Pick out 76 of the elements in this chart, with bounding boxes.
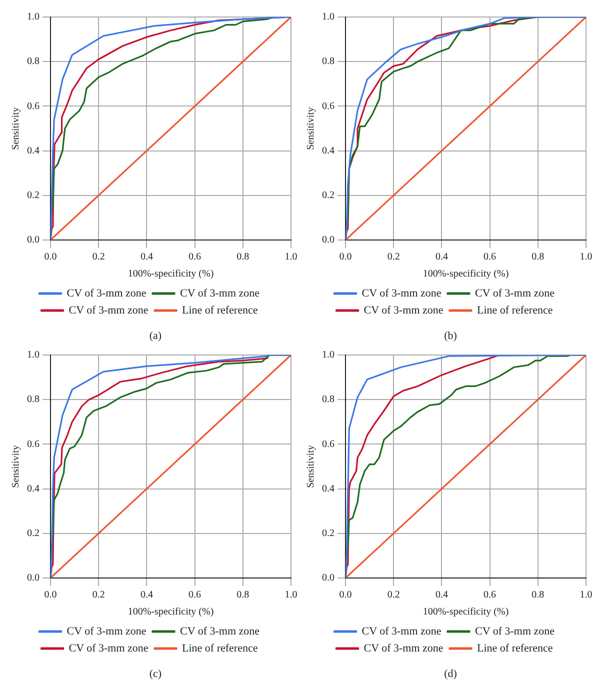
y-tick-label: 0.0 <box>27 234 40 246</box>
y-tick-label: 0.4 <box>322 483 334 494</box>
x-axis-title: 100%-specificity (%) <box>128 268 214 280</box>
x-tick-label: 0.2 <box>387 590 400 601</box>
legend-label: CV of 3-mm zone <box>66 287 146 300</box>
legend-label: CV of 3-mm zone <box>362 625 442 638</box>
x-tick-label: 0.8 <box>236 590 250 601</box>
legend-label: CV of 3-mm zone <box>68 304 148 316</box>
y-tick-label: 0.8 <box>322 394 334 406</box>
x-tick-label: 1.0 <box>580 590 592 601</box>
y-axis-title: Sensitivity <box>306 445 317 488</box>
y-axis-title: Sensitivity <box>10 107 22 150</box>
y-tick-label: 0.8 <box>27 394 40 406</box>
x-axis-title: 100%-specificity (%) <box>422 268 509 280</box>
y-tick-label: 1.0 <box>27 350 40 361</box>
legend-label: CV of 3-mm zone <box>364 642 444 654</box>
x-tick-label: 0.2 <box>92 590 105 601</box>
y-tick-label: 0.6 <box>27 100 40 112</box>
y-tick-label: 0.4 <box>27 483 40 494</box>
y-tick-label: 0.8 <box>322 56 334 68</box>
x-tick-label: 0.8 <box>532 252 544 263</box>
x-tick-label: 0.2 <box>92 252 105 263</box>
text: (b) <box>443 329 458 344</box>
x-tick-label: 0.4 <box>435 590 448 601</box>
y-tick-label: 0.2 <box>322 190 334 202</box>
y-tick-label: 0.6 <box>322 438 334 450</box>
x-tick-label: 0.0 <box>44 252 57 263</box>
x-tick-label: 1.0 <box>580 252 592 263</box>
y-axis-title: Sensitivity <box>10 445 22 488</box>
x-tick-label: 0.6 <box>188 252 202 263</box>
y-tick-label: 0.6 <box>322 100 334 112</box>
legend-label: Line of reference <box>182 304 258 316</box>
y-tick-label: 0.4 <box>27 145 40 156</box>
legend-label: CV of 3-mm zone <box>180 625 260 638</box>
x-axis-title: 100%-specificity (%) <box>422 606 509 618</box>
x-tick-label: 0.0 <box>339 252 352 263</box>
y-tick-label: 0.0 <box>27 572 40 584</box>
y-tick-label: 0.2 <box>27 528 40 540</box>
legend-label: CV of 3-mm zone <box>362 287 442 300</box>
y-tick-label: 1.0 <box>322 350 334 361</box>
legend-label: CV of 3-mm zone <box>66 625 146 638</box>
x-tick-label: 0.4 <box>140 590 153 601</box>
y-axis-title: Sensitivity <box>306 107 317 150</box>
x-tick-label: 1.0 <box>284 590 298 601</box>
x-tick-label: 0.8 <box>532 590 544 601</box>
x-tick-label: 0.2 <box>387 252 400 263</box>
x-axis-title: 100%-specificity (%) <box>128 606 214 618</box>
x-tick-label: 0.0 <box>44 590 57 601</box>
x-tick-label: 0.4 <box>435 252 448 263</box>
x-tick-label: 0.0 <box>339 590 352 601</box>
legend-label: CV of 3-mm zone <box>68 642 148 654</box>
x-tick-label: 0.8 <box>236 252 250 263</box>
legend-label: Line of reference <box>477 642 553 654</box>
x-tick-label: 0.6 <box>484 252 496 263</box>
y-tick-label: 0.2 <box>27 190 40 202</box>
legend-label: Line of reference <box>182 642 258 654</box>
y-tick-label: 0.4 <box>322 145 334 156</box>
x-tick-label: 0.4 <box>140 252 153 263</box>
legend-label: CV of 3-mm zone <box>475 287 555 300</box>
text: (c) <box>148 667 163 682</box>
y-tick-label: 1.0 <box>27 12 40 23</box>
y-tick-label: 0.0 <box>322 234 334 246</box>
text: (d) <box>443 667 458 682</box>
y-tick-label: 0.0 <box>322 572 334 584</box>
legend-label: CV of 3-mm zone <box>364 304 444 316</box>
x-tick-label: 1.0 <box>284 252 298 263</box>
y-tick-label: 0.8 <box>27 56 40 68</box>
legend-label: CV of 3-mm zone <box>475 625 555 638</box>
legend-label: CV of 3-mm zone <box>180 287 260 300</box>
legend-label: Line of reference <box>477 304 553 316</box>
y-tick-label: 0.2 <box>322 528 334 540</box>
x-tick-label: 0.6 <box>484 590 496 601</box>
x-tick-label: 0.6 <box>188 590 202 601</box>
text: (a) <box>148 329 163 344</box>
y-tick-label: 0.6 <box>27 438 40 450</box>
y-tick-label: 1.0 <box>322 12 334 23</box>
